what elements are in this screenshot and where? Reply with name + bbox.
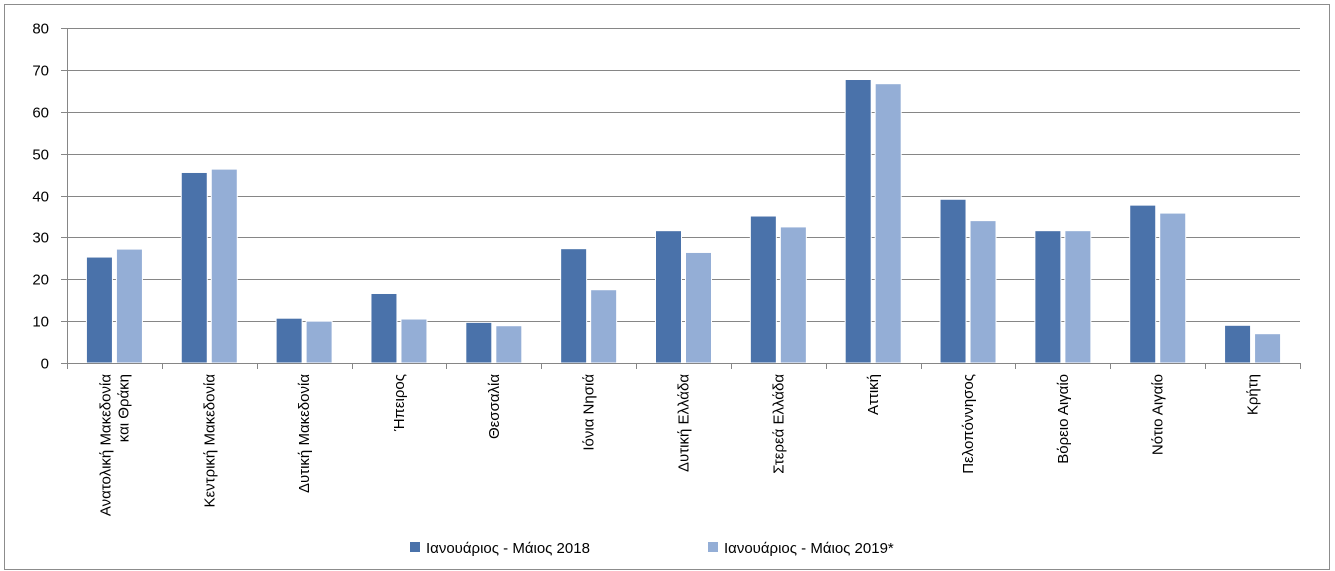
bar — [370, 292, 398, 364]
bar — [1034, 230, 1062, 364]
bar — [779, 226, 807, 364]
y-tick-label: 10 — [32, 314, 49, 331]
category-label: Πελοπόννησος — [960, 374, 977, 474]
category-label: Βόρειο Αιγαίο — [1055, 374, 1072, 464]
bar — [939, 198, 967, 364]
category-label: Ιόνια Νησιά — [581, 374, 598, 451]
category-label: Ανατολική Μακεδονία — [97, 374, 114, 516]
category-label: Νότιο Αιγαίο — [1150, 374, 1167, 455]
category-label: Αττική — [865, 374, 882, 415]
bar — [655, 230, 682, 364]
bar — [1254, 333, 1282, 364]
bar — [560, 248, 588, 364]
bar — [495, 325, 523, 364]
category-label: Κρήτη — [1245, 374, 1262, 415]
y-tick-label: 60 — [32, 105, 49, 122]
bar — [969, 220, 997, 364]
bar — [305, 320, 333, 364]
category-label: και Θράκη — [115, 374, 132, 442]
y-tick-label: 0 — [41, 356, 49, 373]
bar — [275, 317, 303, 364]
legend-swatch — [410, 542, 420, 552]
category-label: Θεσσαλία — [486, 374, 503, 439]
bar — [1159, 212, 1187, 364]
y-tick-label: 80 — [32, 21, 49, 38]
bar — [85, 256, 113, 364]
bar — [1224, 324, 1252, 364]
bar — [210, 168, 238, 364]
bar — [115, 248, 143, 364]
bar — [590, 289, 618, 364]
bar — [180, 171, 208, 364]
category-label: Κεντρική Μακεδονία — [201, 374, 218, 508]
bar — [685, 251, 712, 364]
y-tick-label: 50 — [32, 147, 49, 164]
bar — [400, 318, 428, 364]
bar — [749, 215, 777, 364]
category-label: Ήπειρος — [391, 374, 408, 432]
y-tick-label: 30 — [32, 230, 49, 247]
y-tick-label: 70 — [32, 63, 49, 80]
bar — [1129, 204, 1157, 364]
bar — [874, 83, 902, 364]
category-label: Δυτική Μακεδονία — [296, 374, 313, 493]
y-tick-label: 40 — [32, 189, 49, 206]
bar — [1064, 230, 1092, 364]
category-label: Στερεά Ελλάδα — [770, 374, 787, 474]
bar — [465, 321, 493, 364]
bar — [844, 79, 872, 364]
y-tick-label: 20 — [32, 272, 49, 289]
legend-label: Ιανουάριος - Μάιος 2019* — [724, 540, 894, 557]
legend-label: Ιανουάριος - Μάιος 2018 — [426, 540, 590, 557]
category-label: Δυτική Ελλάδα — [676, 374, 693, 472]
legend-swatch — [708, 542, 718, 552]
